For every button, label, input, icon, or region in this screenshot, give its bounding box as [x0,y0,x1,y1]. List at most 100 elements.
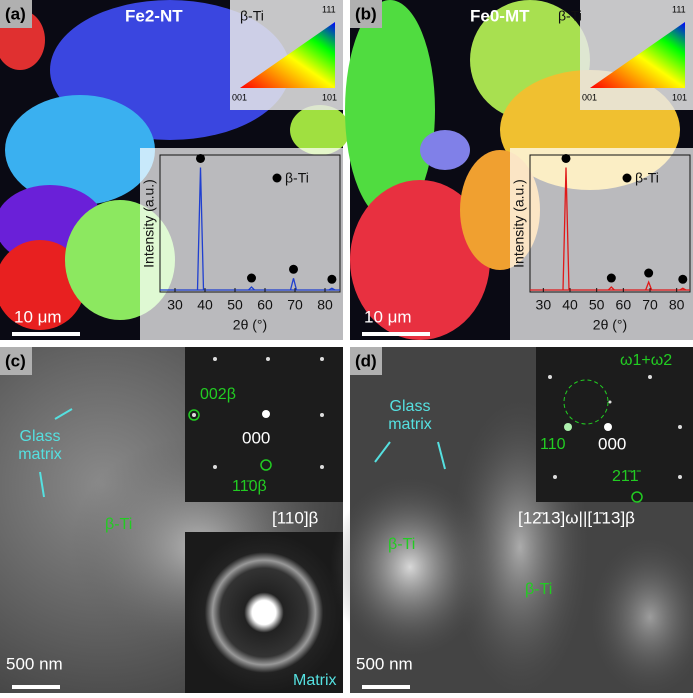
x-tick-label: 30 [167,297,183,313]
peak-marker [289,264,298,274]
arrow [39,471,45,498]
x-tick-label: 60 [616,297,632,313]
peak [562,167,570,291]
phase-label: β-Ti [388,536,415,553]
arrow [437,441,446,470]
peak-marker [196,153,205,163]
zone-axis: [110]β [272,508,319,527]
scale-label: 500 nm [6,654,63,673]
peak [196,167,205,291]
x-tick-label: 80 [669,297,685,313]
x-tick-label: 30 [536,297,552,313]
peak-marker [678,274,688,284]
panel-label: (b) [355,4,377,23]
scale-bar [12,332,80,336]
y-axis-label: Intensity (a.u.) [141,179,157,268]
spot-label: 110 [540,436,566,453]
spot-marker [260,459,272,471]
spot-label: 000 [242,428,270,447]
legend-marker [272,173,282,183]
peak [679,287,687,291]
x-tick-label: 50 [227,297,243,313]
ipf-corner: 001 [232,92,247,102]
ipf-corner: 111 [672,4,686,14]
spots [548,375,682,479]
peak-marker [327,274,337,284]
phase-label: β-Ti [240,8,264,24]
panel-d: (d) ω1+ω2 110 000 21̄1̄ [12̄13]ω||[1̄13]… [330,347,693,697]
zone-axis: [12̄13]ω||[1̄13]β [518,508,635,527]
peak-marker [561,153,571,163]
ring-label: Matrix [293,672,337,689]
ipf-corner: 001 [582,92,597,102]
x-tick-label: 70 [642,297,658,313]
ipf-triangle [590,22,685,88]
annotation: Glass [20,428,61,445]
scale-label: 10 μm [364,307,412,326]
sample-name: Fe0-MT [470,6,530,25]
ipf-triangle [240,22,335,88]
panel-label: (c) [5,351,26,370]
x-axis-label: 2θ (°) [593,317,627,333]
sample-name: Fe2-NT [125,6,183,25]
annotation: matrix [18,446,62,463]
phase-label: β-Ti [525,581,552,598]
grain [420,130,470,170]
x-tick-label: 40 [562,297,578,313]
peak-marker [644,268,654,278]
panel-b: (b) Fe0-MT β-Ti 111 001 101 30 40 50 60 70 80… [345,0,693,340]
peak [289,278,298,291]
legend-label: β-Ti [635,170,659,186]
plot-frame [159,154,341,293]
label-box [0,0,32,28]
panel-c: (c) 002β 000 11̄0β [110]β Matrix Glass m… [0,347,343,693]
tem-feature [590,537,693,697]
xrd-inset [510,148,693,340]
dashed-circle [563,379,609,425]
phase-label: β-Ti [558,8,582,24]
center-spot [262,410,270,418]
x-tick-label: 50 [589,297,605,313]
grain [5,95,155,205]
xrd-chart: 30 40 50 60 70 80 2θ (°) Intensity (a.u.) β-Ti [511,153,691,333]
y-axis-label: Intensity (a.u.) [511,179,527,268]
spots [192,357,324,469]
diffraction-pattern [536,347,693,502]
spot-marker [631,491,643,503]
grain [345,0,435,220]
arrow [54,408,73,420]
plot-frame [529,154,691,293]
spot-label: 11̄0β [232,478,267,495]
legend-label: β-Ti [285,170,309,186]
peak [645,280,653,291]
scale-bar [362,332,430,336]
center-spot [604,423,612,431]
spot-marker [564,423,572,431]
annotation: Glass [390,398,431,415]
diffraction-pattern [185,347,343,502]
scale-label: 10 μm [14,307,62,326]
x-axis-label: 2θ (°) [233,317,267,333]
ring-pattern [185,532,343,693]
panel-label: (a) [5,4,26,23]
x-tick-label: 80 [317,297,333,313]
ipf-corner: 101 [322,92,337,102]
ipf-corner: 111 [322,4,336,14]
grain [350,180,490,340]
x-tick-label: 70 [287,297,303,313]
x-tick-label: 40 [197,297,213,313]
scale-bar [12,685,60,689]
panel-a: (a) Fe2-NT β-Ti 111 001 101 30 40 50 60 70 80… [0,0,350,340]
peak-marker [606,273,616,283]
ipf-corner: 101 [672,92,687,102]
peak [328,287,336,291]
x-tick-label: 60 [257,297,273,313]
omega-label: ω1+ω2 [620,352,672,369]
grain [0,240,85,330]
xrd-chart: 30 40 50 60 70 80 2θ (°) Intensity (a.u.) β-Ti [141,153,341,333]
spot-label: 21̄1̄ [612,468,642,485]
legend-marker [622,173,632,183]
tem-feature [330,477,490,657]
